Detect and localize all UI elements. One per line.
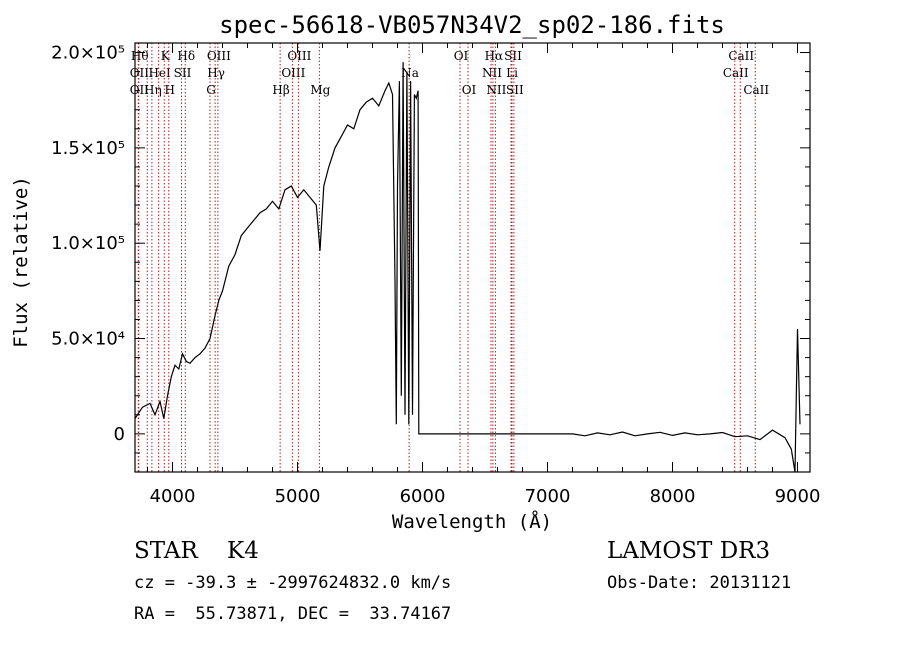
line-marker-label: OII (130, 66, 150, 80)
line-marker-label: OIII (207, 49, 231, 63)
line-marker-label: CaII (723, 66, 749, 80)
y-tick-label: 5.0×10⁴ (51, 329, 125, 350)
x-tick-label: 8000 (650, 486, 696, 507)
line-marker-label: SII (504, 49, 522, 63)
survey-label: LAMOST DR3 (607, 538, 771, 564)
plot-frame (134, 42, 811, 473)
coordinates-label: RA = 55.73871, DEC = 33.74167 (134, 604, 452, 624)
redshift-label: cz = -39.3 ± -2997624832.0 km/s (134, 573, 452, 593)
line-marker-label: Hβ (272, 83, 289, 97)
line-marker-label: OIII (287, 49, 311, 63)
line-marker-label: OIII (281, 66, 305, 80)
line-marker-label: SII (174, 66, 192, 80)
spectrum-line (134, 62, 801, 473)
chart-title: spec-56618-VB057N34V2_sp02-186.fits (219, 11, 725, 39)
x-tick-label: 5000 (275, 486, 321, 507)
x-tick-label: 7000 (525, 486, 571, 507)
line-marker-label: NII (486, 83, 506, 97)
line-marker-label: Na (401, 66, 419, 80)
axis-ticks: 4000 5000 6000 7000 8000 9000 0 5.0×10⁴ 1.0×10⁵ 1… (51, 43, 820, 507)
line-marker-label: Hη (144, 83, 162, 97)
y-tick-label: 2.0×10⁵ (51, 43, 125, 64)
obs-date-label: Obs-Date: 20131121 (607, 573, 792, 593)
y-tick-label: 1.5×10⁵ (51, 138, 125, 159)
line-marker-label: Hθ (131, 49, 149, 63)
emission-line-markers: HθOIIOIIHηHeIKHSIIHδGHγOIIIHβOIIIOIIIMgN… (130, 43, 769, 472)
line-marker-label: OI (462, 83, 477, 97)
line-marker-label: Hγ (207, 66, 225, 80)
x-tick-label: 6000 (400, 486, 446, 507)
line-marker-label: Mg (310, 83, 330, 97)
line-marker-label: SII (506, 83, 524, 97)
classification-label: STAR K4 (134, 538, 259, 564)
line-marker-label: CaII (728, 49, 754, 63)
y-tick-label: 0 (114, 424, 125, 445)
y-axis-label: Flux (relative) (10, 176, 32, 348)
line-marker-label: OI (454, 49, 469, 63)
line-marker-label: CaII (743, 83, 769, 97)
y-tick-label: 1.0×10⁵ (51, 233, 125, 254)
x-axis-label: Wavelength (Å) (392, 510, 552, 533)
line-marker-label: Li (506, 66, 518, 80)
line-marker-label: Hα (485, 49, 504, 63)
x-tick-label: 4000 (150, 486, 196, 507)
line-marker-label: NII (482, 66, 502, 80)
line-marker-label: HeI (148, 66, 171, 80)
x-tick-label: 9000 (775, 486, 821, 507)
line-marker-label: K (161, 49, 171, 63)
line-marker-label: G (206, 83, 216, 97)
line-marker-label: Hδ (177, 49, 195, 63)
line-marker-label: H (165, 83, 175, 97)
